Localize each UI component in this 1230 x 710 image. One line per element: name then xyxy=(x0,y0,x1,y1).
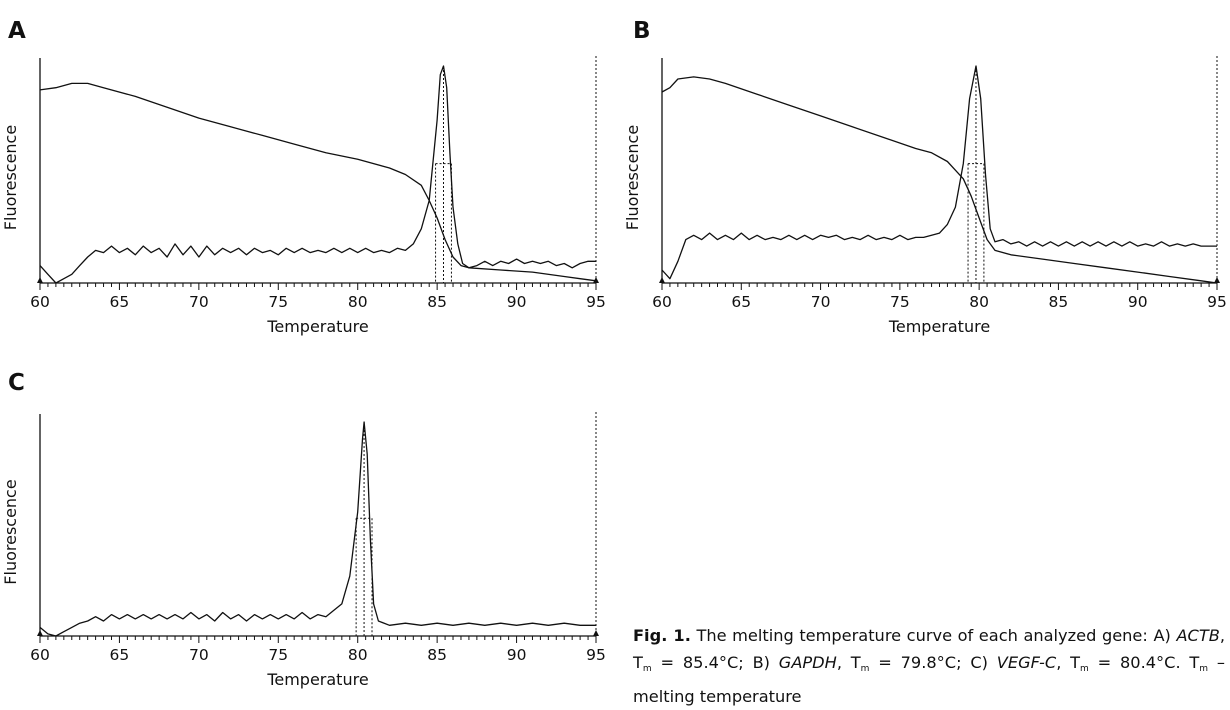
x-axis-title-c: Temperature xyxy=(266,670,368,689)
x-tick-label-a: 65 xyxy=(110,293,130,311)
x-tick-label-b: 90 xyxy=(1128,293,1148,311)
curve-b-1 xyxy=(661,76,1218,284)
x-tick-label-a: 80 xyxy=(348,293,368,311)
x-tick-label-a: 95 xyxy=(586,293,606,311)
range-end-handle-c xyxy=(593,630,599,636)
caption-fig-label: Fig. 1. xyxy=(633,626,691,645)
caption-c-prefix: C) xyxy=(970,653,988,672)
panel-label-a: A xyxy=(8,18,26,44)
caption-tm-subscript: m xyxy=(860,664,870,674)
x-tick-label-b: 60 xyxy=(652,293,672,311)
range-end-handle-b xyxy=(1214,277,1220,283)
range-start-handle-a xyxy=(37,277,43,283)
x-tick-label-b: 70 xyxy=(811,293,831,311)
panel-label-c: C xyxy=(8,370,25,396)
caption-tm-symbol: T xyxy=(1070,653,1081,672)
caption-a-prefix: A) xyxy=(1153,626,1171,645)
curve-a-1 xyxy=(39,82,597,282)
x-tick-label-a: 90 xyxy=(507,293,527,311)
figure-caption: Fig. 1. The melting temperature curve of… xyxy=(633,626,1225,706)
x-tick-label-a: 70 xyxy=(189,293,209,311)
curve-c-1 xyxy=(39,421,596,637)
x-tick-label-c: 80 xyxy=(348,646,368,664)
caption-value-c: = 80.4°C. xyxy=(1097,653,1181,672)
x-tick-label-b: 65 xyxy=(731,293,751,311)
x-tick-label-b: 80 xyxy=(969,293,989,311)
x-tick-label-c: 70 xyxy=(189,646,209,664)
range-start-handle-b xyxy=(659,277,665,283)
caption-tm-subscript: m xyxy=(642,664,652,674)
caption-intro: The melting temperature curve of each an… xyxy=(696,626,1148,645)
caption-tm-symbol: T xyxy=(633,653,643,672)
caption-tm-symbol: T xyxy=(1189,653,1200,672)
x-tick-label-a: 75 xyxy=(268,293,288,311)
x-tick-label-c: 65 xyxy=(110,646,130,664)
x-tick-label-c: 95 xyxy=(586,646,606,664)
caption-value-b: = 79.8°C; xyxy=(878,653,962,672)
x-tick-label-b: 85 xyxy=(1049,293,1069,311)
caption-tm-symbol: T xyxy=(850,653,861,672)
caption-gene-c: VEGF-C xyxy=(996,653,1057,672)
caption-value-a: = 85.4°C; xyxy=(660,653,744,672)
x-tick-label-c: 60 xyxy=(30,646,50,664)
range-end-handle-a xyxy=(593,277,599,283)
x-axis-title-a: Temperature xyxy=(266,317,368,336)
caption-tm-subscript: m xyxy=(1080,664,1089,674)
x-tick-label-c: 90 xyxy=(507,646,527,664)
x-tick-label-b: 75 xyxy=(890,293,910,311)
caption-definition: – melting temperature xyxy=(633,653,1225,706)
x-tick-label-c: 85 xyxy=(427,646,447,664)
y-axis-title-c: Fluorescence xyxy=(1,479,20,584)
panel-label-b: B xyxy=(633,18,651,44)
y-axis-title-b: Fluorescence xyxy=(623,125,642,230)
curve-b-2 xyxy=(661,65,1217,280)
x-tick-label-a: 85 xyxy=(427,293,447,311)
caption-gene-b: GAPDH xyxy=(778,653,837,672)
range-start-handle-c xyxy=(37,630,43,636)
x-tick-label-a: 60 xyxy=(30,293,50,311)
caption-b-prefix: B) xyxy=(752,653,770,672)
caption-gene-a: ACTB xyxy=(1176,626,1220,645)
x-tick-label-c: 75 xyxy=(268,646,288,664)
curve-a-2 xyxy=(39,65,596,284)
caption-tm-subscript: m xyxy=(1199,664,1209,674)
x-axis-title-b: Temperature xyxy=(888,317,990,336)
y-axis-title-a: Fluorescence xyxy=(1,125,20,230)
x-tick-label-b: 95 xyxy=(1207,293,1227,311)
